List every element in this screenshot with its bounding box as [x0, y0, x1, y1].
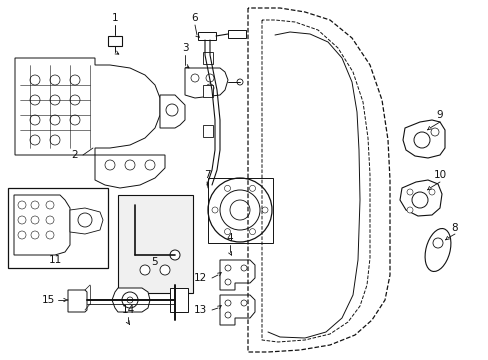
Circle shape	[105, 160, 115, 170]
Text: 3: 3	[182, 43, 188, 53]
Polygon shape	[95, 155, 164, 188]
Text: 5: 5	[151, 257, 158, 267]
Circle shape	[406, 189, 412, 195]
Polygon shape	[14, 195, 70, 255]
Circle shape	[50, 135, 60, 145]
Text: 7: 7	[203, 170, 210, 180]
Bar	[198, 32, 216, 40]
Circle shape	[241, 300, 246, 306]
Circle shape	[50, 95, 60, 105]
Circle shape	[18, 216, 26, 224]
Circle shape	[50, 75, 60, 85]
Circle shape	[224, 300, 230, 306]
Circle shape	[229, 200, 249, 220]
Circle shape	[125, 160, 135, 170]
Polygon shape	[160, 95, 184, 128]
Circle shape	[31, 216, 39, 224]
Text: 9: 9	[436, 110, 443, 120]
Circle shape	[165, 104, 178, 116]
Circle shape	[145, 160, 155, 170]
Circle shape	[224, 265, 230, 271]
Text: 14: 14	[121, 305, 134, 315]
Bar	[8, 188, 108, 268]
Bar	[118, 195, 193, 293]
Polygon shape	[220, 295, 254, 325]
Circle shape	[18, 231, 26, 239]
Polygon shape	[112, 288, 150, 312]
Polygon shape	[399, 180, 441, 216]
Circle shape	[30, 135, 40, 145]
Circle shape	[127, 297, 133, 303]
Circle shape	[46, 216, 54, 224]
Circle shape	[78, 213, 92, 227]
Circle shape	[241, 265, 246, 271]
Circle shape	[191, 74, 199, 82]
Circle shape	[413, 132, 429, 148]
Circle shape	[205, 84, 214, 92]
Text: 13: 13	[193, 305, 206, 315]
Circle shape	[18, 201, 26, 209]
Bar	[203, 85, 213, 97]
Circle shape	[160, 265, 170, 275]
Text: 4: 4	[226, 233, 233, 243]
Circle shape	[30, 95, 40, 105]
Circle shape	[237, 79, 243, 85]
Circle shape	[122, 292, 138, 308]
Circle shape	[249, 229, 255, 235]
Circle shape	[224, 185, 230, 192]
Circle shape	[411, 192, 427, 208]
Circle shape	[30, 75, 40, 85]
Circle shape	[46, 231, 54, 239]
Bar	[227, 30, 245, 38]
Circle shape	[220, 190, 260, 230]
Circle shape	[224, 229, 230, 235]
Circle shape	[262, 207, 267, 213]
Bar	[170, 288, 187, 312]
Circle shape	[430, 128, 438, 136]
Bar	[207, 178, 272, 243]
Polygon shape	[184, 68, 227, 98]
Text: 6: 6	[191, 13, 198, 23]
Circle shape	[249, 185, 255, 192]
Circle shape	[70, 115, 80, 125]
Ellipse shape	[424, 229, 450, 271]
Text: 2: 2	[72, 150, 78, 160]
Text: 12: 12	[193, 273, 206, 283]
Circle shape	[30, 115, 40, 125]
Circle shape	[432, 238, 442, 248]
Polygon shape	[68, 290, 87, 312]
Circle shape	[205, 74, 214, 82]
Text: 11: 11	[48, 255, 61, 265]
Circle shape	[140, 265, 150, 275]
Circle shape	[224, 312, 230, 318]
Circle shape	[406, 207, 412, 213]
Text: 10: 10	[432, 170, 446, 180]
Circle shape	[31, 201, 39, 209]
Circle shape	[170, 250, 180, 260]
Circle shape	[50, 115, 60, 125]
Text: 15: 15	[41, 295, 55, 305]
Text: 8: 8	[451, 223, 457, 233]
Circle shape	[224, 279, 230, 285]
Circle shape	[428, 189, 434, 195]
Circle shape	[46, 201, 54, 209]
Bar	[108, 36, 122, 46]
Polygon shape	[220, 260, 254, 290]
Text: 1: 1	[111, 13, 118, 23]
Polygon shape	[15, 58, 160, 155]
Polygon shape	[402, 120, 444, 158]
Bar	[203, 52, 213, 64]
Circle shape	[212, 207, 218, 213]
Circle shape	[31, 231, 39, 239]
Polygon shape	[70, 208, 103, 234]
Circle shape	[70, 95, 80, 105]
Circle shape	[70, 75, 80, 85]
Circle shape	[207, 178, 271, 242]
Bar	[203, 125, 213, 137]
